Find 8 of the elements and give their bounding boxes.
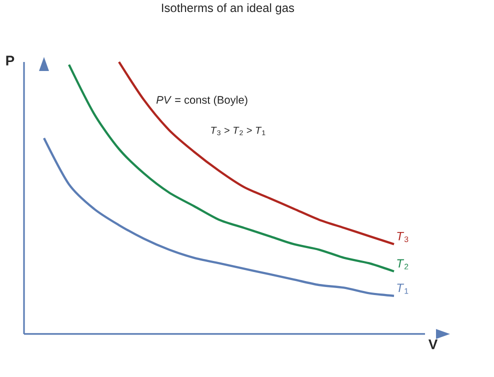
series-label: T$_{1}$ xyxy=(397,284,408,294)
annotation: T$_{3}$ > T$_{2}$ > T$_{1}$ xyxy=(211,126,266,136)
annotation: PV = const (Boyle) xyxy=(156,96,248,106)
series-label: T$_{2}$ xyxy=(397,259,408,270)
chart-title: Isotherms of an ideal gas xyxy=(162,3,294,14)
y-axis-title: P xyxy=(6,56,14,66)
x-axis-title: V xyxy=(428,339,438,350)
series-label: T$_{3}$ xyxy=(397,232,408,242)
